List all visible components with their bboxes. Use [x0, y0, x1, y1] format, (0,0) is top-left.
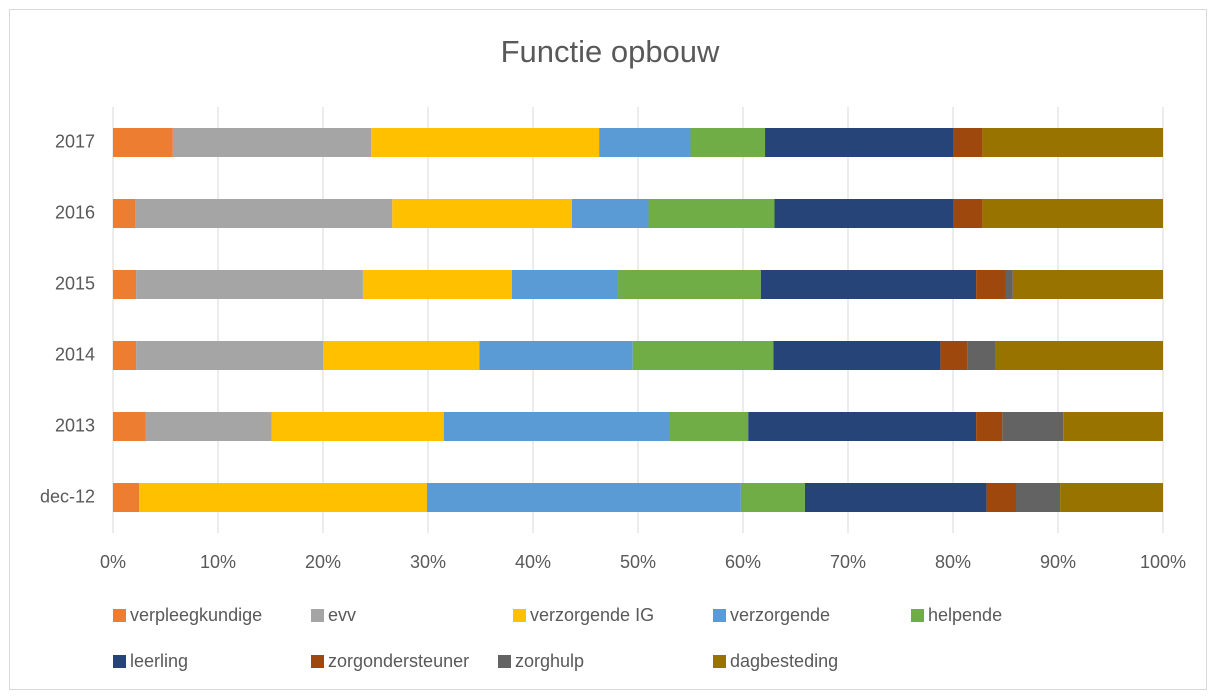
- bar-segment: [271, 412, 444, 441]
- bar-segment: [113, 270, 137, 299]
- bar-segment: [571, 199, 649, 228]
- x-tick-label: 50%: [620, 552, 656, 572]
- y-tick-label: 2014: [55, 344, 95, 364]
- bar-segment: [479, 341, 633, 370]
- x-tick-label: 10%: [200, 552, 236, 572]
- x-tick-label: 60%: [725, 552, 761, 572]
- bar-segment: [765, 128, 953, 157]
- bar-segment: [323, 341, 480, 370]
- bar-segment: [362, 270, 512, 299]
- legend-swatch: [713, 655, 726, 668]
- x-tick-label: 90%: [1040, 552, 1076, 572]
- legend-label: verzorgende IG: [530, 605, 654, 625]
- bar-segment: [967, 341, 995, 370]
- bar-segment: [986, 483, 1016, 512]
- x-tick-label: 40%: [515, 552, 551, 572]
- bar-segment: [392, 199, 572, 228]
- legend-swatch: [113, 655, 126, 668]
- legend-label: verpleegkundige: [130, 605, 262, 625]
- x-tick-label: 80%: [935, 552, 971, 572]
- legend-swatch: [498, 655, 511, 668]
- bar-segment: [113, 128, 173, 157]
- bar-segment: [1063, 412, 1163, 441]
- bar-segment: [172, 128, 372, 157]
- y-tick-label: 2016: [55, 202, 95, 222]
- bar-segment: [136, 270, 363, 299]
- bar-segment: [632, 341, 774, 370]
- legend-label: helpende: [928, 605, 1002, 625]
- bar-segment: [139, 483, 427, 512]
- bar-segment: [145, 412, 272, 441]
- bar-segment: [371, 128, 600, 157]
- bar-segment: [953, 128, 983, 157]
- bar-segment: [443, 412, 670, 441]
- legend-label: evv: [328, 605, 356, 625]
- bar-segment: [690, 128, 766, 157]
- y-tick-label: 2013: [55, 415, 95, 435]
- bar-segment: [113, 483, 140, 512]
- bar-segment: [982, 199, 1163, 228]
- bar-segment: [113, 412, 146, 441]
- legend-swatch: [713, 609, 726, 622]
- x-tick-label: 30%: [410, 552, 446, 572]
- chart-title: Functie opbouw: [501, 34, 720, 69]
- y-tick-label: 2015: [55, 273, 95, 293]
- legend-swatch: [113, 609, 126, 622]
- legend-label: verzorgende: [730, 605, 830, 625]
- bar-segment: [135, 199, 393, 228]
- bar-segment: [760, 270, 977, 299]
- x-tick-label: 20%: [305, 552, 341, 572]
- x-tick-label: 0%: [100, 552, 126, 572]
- x-tick-label: 70%: [830, 552, 866, 572]
- bar-segment: [976, 270, 1006, 299]
- bar-segment: [953, 199, 983, 228]
- legend-swatch: [911, 609, 924, 622]
- legend-label: zorghulp: [515, 651, 584, 671]
- bar-segment: [618, 270, 761, 299]
- legend-swatch: [311, 609, 324, 622]
- y-tick-label: dec-12: [40, 486, 95, 506]
- bar-segment: [940, 341, 968, 370]
- bar-segment: [599, 128, 691, 157]
- y-tick-label: 2017: [55, 131, 95, 151]
- legend-label: leerling: [130, 651, 188, 671]
- bar-segment: [804, 483, 987, 512]
- bar-segment: [512, 270, 619, 299]
- bar-segment: [113, 341, 137, 370]
- legend-label: zorgondersteuner: [328, 651, 469, 671]
- bar-segment: [1016, 483, 1061, 512]
- legend-label: dagbesteding: [730, 651, 838, 671]
- legend-swatch: [513, 609, 526, 622]
- bar-segment: [1012, 270, 1163, 299]
- x-tick-label: 100%: [1140, 552, 1186, 572]
- bar-segment: [426, 483, 741, 512]
- bar-segment: [982, 128, 1163, 157]
- bar-segment: [669, 412, 749, 441]
- bar-segment: [774, 199, 953, 228]
- bar-segment: [740, 483, 805, 512]
- bar-segment: [1060, 483, 1163, 512]
- bar-segment: [113, 199, 136, 228]
- bar-segment: [748, 412, 977, 441]
- legend-swatch: [311, 655, 324, 668]
- bar-segment: [648, 199, 775, 228]
- bar-segment: [136, 341, 323, 370]
- bar-segment: [995, 341, 1163, 370]
- bar-segment: [1002, 412, 1064, 441]
- bar-segment: [976, 412, 1003, 441]
- bar-segment: [773, 341, 941, 370]
- bar-segment: [1005, 270, 1013, 299]
